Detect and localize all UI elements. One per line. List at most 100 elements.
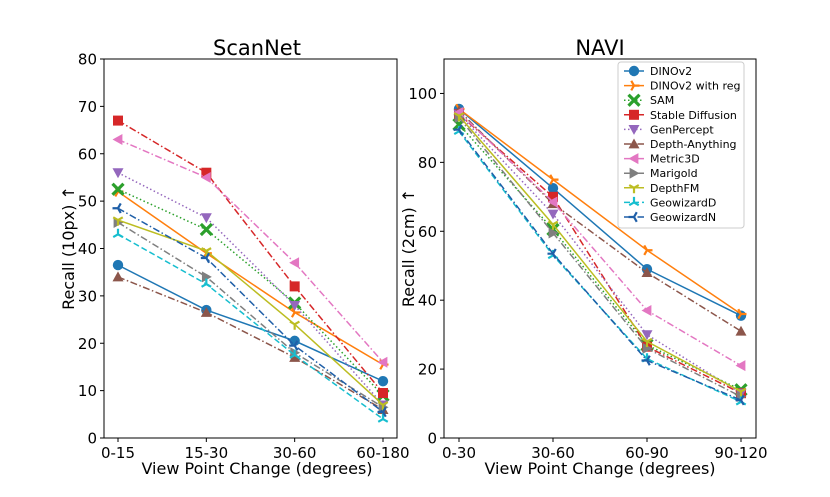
legend-label: Stable Diffusion — [650, 109, 737, 122]
scannet-data-point — [200, 171, 211, 183]
navi-data-point — [735, 325, 747, 336]
navi-y-tick-label: 80 — [418, 154, 437, 172]
navi-x-tick-label: 90-120 — [714, 444, 767, 462]
navi-data-point — [548, 191, 558, 202]
scannet-data-point — [200, 213, 212, 224]
scannet-y-tick-label: 60 — [78, 145, 97, 163]
scannet-data-point — [201, 271, 212, 283]
legend-label: GenPercept — [650, 123, 714, 136]
legend-marker — [629, 167, 640, 179]
navi-data-point — [737, 308, 747, 320]
legend-label: Depth-Anything — [650, 138, 737, 151]
scannet-x-axis-label: View Point Change (degrees) — [141, 459, 372, 478]
navi-series-line-11 — [458, 129, 742, 401]
scannet-data-point — [289, 351, 301, 362]
scannet-y-tick-label: 30 — [78, 287, 97, 305]
navi-data-point — [453, 124, 463, 135]
navi-data-point — [735, 394, 745, 406]
navi-data-point — [547, 248, 557, 259]
navi-x-axis-label: View Point Change (degrees) — [484, 459, 715, 478]
legend-marker — [628, 196, 640, 207]
scannet-y-tick-label: 0 — [87, 430, 97, 448]
panel-navi: NAVI View Point Change (degrees) Recall … — [399, 36, 768, 478]
legend-marker — [628, 184, 640, 194]
navi-data-point — [547, 209, 559, 220]
navi-series-line-8 — [458, 117, 742, 398]
legend-marker — [628, 125, 640, 135]
scannet-x-tick-label: 15-30 — [185, 444, 229, 462]
scannet-data-point — [377, 375, 389, 387]
scannet-series-line-11 — [117, 207, 384, 413]
scannet-data-point — [289, 340, 299, 351]
navi-series-line-4 — [458, 113, 742, 394]
scannet-y-axis-label: Recall (10px) ↑ — [59, 186, 78, 310]
scannet-series-line-1 — [117, 264, 384, 382]
navi-x-tick-label: 60-90 — [625, 444, 669, 462]
navi-series-line-6 — [458, 110, 742, 332]
navi-data-point — [548, 227, 559, 239]
scannet-data-point — [201, 167, 212, 178]
scannet-data-point — [377, 401, 389, 411]
navi-data-point — [547, 183, 559, 194]
scannet-series-line-7 — [117, 138, 384, 363]
scannet-series-line-8 — [117, 221, 384, 408]
legend-marker — [628, 211, 638, 223]
scannet-data-point — [112, 271, 124, 282]
scannet-data-point — [201, 247, 212, 257]
scannet-data-point — [377, 413, 389, 423]
legend-label: Marigold — [650, 167, 698, 180]
legend-label: GeowizardN — [650, 211, 716, 224]
scannet-y-tick-label: 10 — [78, 382, 97, 400]
navi-y-axis-label: Recall (2cm) ↑ — [399, 189, 418, 307]
scannet-data-point — [289, 320, 300, 330]
legend-label: Metric3D — [650, 153, 700, 166]
navi-data-point — [547, 220, 559, 230]
scannet-y-tick-label: 80 — [78, 51, 97, 69]
scannet-data-point — [112, 202, 122, 214]
scannet-data-point — [290, 307, 301, 318]
navi-data-point — [642, 342, 653, 354]
legend-marker — [627, 93, 641, 107]
navi-data-point — [641, 337, 653, 348]
navi-x-tick-label: 30-60 — [531, 444, 575, 462]
navi-series-line-9 — [458, 115, 742, 393]
navi-x-tick-label: 0-30 — [442, 444, 476, 462]
navi-y-tick-label: 40 — [418, 292, 437, 310]
navi-data-point — [735, 387, 747, 397]
scannet-data-point — [112, 228, 124, 238]
legend-marker — [628, 153, 639, 165]
legend-label: DepthFM — [650, 182, 699, 195]
scannet-y-tick-label: 40 — [78, 240, 97, 258]
scannet-data-point — [199, 222, 213, 237]
scannet-series-line-5 — [117, 172, 384, 406]
scannet-data-point — [112, 259, 124, 271]
navi-data-point — [735, 360, 746, 372]
navi-y-tick-label: 0 — [427, 430, 437, 448]
scannet-y-tick-label: 20 — [78, 335, 97, 353]
navi-series-line-7 — [458, 111, 742, 367]
legend-box — [617, 61, 745, 229]
legend-label: DINOv2 with reg — [650, 80, 740, 93]
scannet-series-line-2 — [117, 191, 384, 366]
scannet-data-point — [289, 281, 300, 292]
scannet-y-tick-label: 70 — [78, 98, 97, 116]
scannet-series-line-9 — [117, 219, 384, 406]
scannet-data-point — [289, 349, 300, 359]
scannet-y-tick-label: 50 — [78, 193, 97, 211]
navi-y-tick-label: 20 — [418, 361, 437, 379]
scannet-data-point — [112, 216, 124, 226]
scannet-data-point — [378, 387, 388, 398]
scannet-data-point — [200, 306, 212, 317]
navi-y-tick-label: 60 — [418, 223, 437, 241]
navi-data-point — [641, 267, 653, 278]
navi-plot-frame — [443, 58, 757, 439]
navi-series-line-5 — [458, 113, 742, 394]
navi-data-point — [547, 196, 558, 208]
navi-series-line-2 — [458, 108, 742, 315]
legend-marker — [628, 65, 640, 77]
navi-data-point — [641, 330, 653, 341]
navi-data-point — [641, 305, 652, 317]
